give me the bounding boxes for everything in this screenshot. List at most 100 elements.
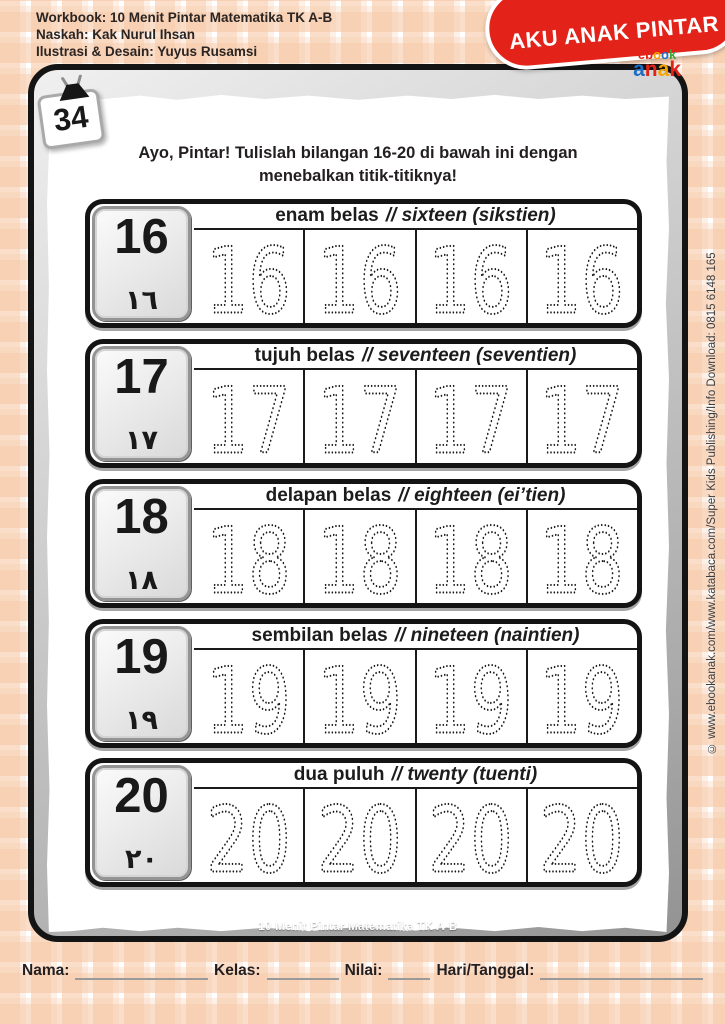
brand-badge: AKU ANAK PINTAR: [481, 0, 725, 73]
trace-number: 17: [428, 370, 512, 462]
trace-number: 17: [206, 370, 290, 462]
trace-number: 20: [206, 789, 290, 881]
workbook-credits: Workbook: 10 Menit Pintar Matematika TK …: [36, 9, 332, 60]
row-number-arabic: ٢٠: [125, 844, 158, 875]
trace-cell: 17: [194, 370, 306, 463]
trace-cell: 16: [528, 230, 637, 323]
trace-cell: 19: [194, 650, 306, 743]
trace-cell: 16: [305, 230, 417, 323]
number-tile: 20 ٢٠: [92, 765, 191, 880]
row-label-indonesian: delapan belas: [265, 485, 392, 506]
trace-cell: 18: [194, 510, 306, 603]
trace-number: 20: [540, 789, 624, 881]
number-tile: 19 ١٩: [92, 626, 191, 741]
trace-number: 19: [206, 650, 290, 742]
trace-number: 19: [428, 650, 512, 742]
panel-footer-title: 10 Menit Pintar Matematika TK A-B: [258, 921, 458, 933]
number-row: 16 ١٦ enam belas // sixteen (sikstien) 1…: [85, 199, 642, 328]
trace-cell: 19: [417, 650, 528, 743]
row-right: tujuh belas // seventeen (seventien) 17 1…: [194, 344, 637, 463]
side-copyright-text: © www.ebookanak.com/www.katabaca.com/Sup…: [706, 252, 718, 754]
score-write-line: [388, 964, 431, 980]
trace-number: 19: [317, 650, 401, 742]
student-form: Nama: Kelas: Nilai: Hari/Tanggal:: [22, 962, 703, 980]
number-row: 17 ١٧ tujuh belas // seventeen (seventie…: [85, 339, 642, 468]
trace-cell: 18: [305, 510, 417, 603]
number-tile: 18 ١٨: [92, 486, 191, 601]
trace-number: 19: [540, 650, 624, 742]
ebookanak-logo: ebook anak: [633, 48, 681, 80]
instruction-text: Ayo, Pintar! Tulislah bilangan 16-20 di …: [138, 144, 578, 185]
row-number: 16: [114, 210, 169, 264]
logo-line1: ebook: [637, 47, 677, 62]
row-label: tujuh belas // seventeen (seventien): [194, 344, 637, 370]
row-label: delapan belas // eighteen (ei’tien): [194, 484, 637, 510]
row-label: enam belas // sixteen (sikstien): [194, 204, 637, 230]
trace-number: 16: [540, 230, 624, 322]
row-label-english: // seventeen (seventien): [361, 345, 577, 366]
binder-clip-icon: [59, 74, 90, 101]
row-number-arabic: ١٩: [125, 705, 158, 736]
credit-author: Naskah: Kak Nurul Ihsan: [36, 27, 196, 42]
number-row: 18 ١٨ delapan belas // eighteen (ei’tien…: [85, 479, 642, 608]
worksheet-paper: Ayo, Pintar! Tulislah bilangan 16-20 di …: [47, 94, 669, 932]
date-label: Hari/Tanggal:: [436, 962, 535, 979]
trace-cell: 20: [417, 789, 528, 882]
row-right: sembilan belas // nineteen (naintien) 19…: [194, 624, 637, 743]
row-label-indonesian: sembilan belas: [251, 625, 388, 646]
row-number-arabic: ١٧: [125, 425, 158, 456]
number-tile: 16 ١٦: [92, 206, 191, 321]
row-right: dua puluh // twenty (tuenti) 20 20 20 20: [194, 763, 637, 882]
trace-cell: 20: [305, 789, 417, 882]
row-number-arabic: ١٦: [125, 285, 158, 316]
row-number-arabic: ١٨: [125, 565, 158, 596]
trace-number: 16: [206, 230, 290, 322]
trace-cells: 16 16 16 16: [194, 230, 637, 323]
row-label-english: // nineteen (naintien): [394, 625, 580, 646]
trace-cell: 16: [417, 230, 528, 323]
score-label: Nilai:: [344, 962, 383, 979]
row-label-english: // sixteen (sikstien): [385, 205, 556, 226]
row-label: dua puluh // twenty (tuenti): [194, 763, 637, 789]
class-write-line: [266, 964, 339, 980]
trace-cell: 20: [194, 789, 306, 882]
number-row: 19 ١٩ sembilan belas // nineteen (nainti…: [85, 619, 642, 748]
trace-cells: 18 18 18 18: [194, 510, 637, 603]
page-number: 34: [51, 98, 91, 139]
trace-number: 17: [317, 370, 401, 462]
trace-cells: 17 17 17 17: [194, 370, 637, 463]
row-label-english: // eighteen (ei’tien): [398, 485, 566, 506]
trace-cell: 17: [417, 370, 528, 463]
row-number: 18: [114, 490, 169, 544]
row-label-indonesian: dua puluh: [293, 764, 385, 785]
logo-line2: anak: [633, 58, 681, 81]
row-label-indonesian: tujuh belas: [254, 345, 355, 366]
name-write-line: [75, 964, 209, 980]
number-row: 20 ٢٠ dua puluh // twenty (tuenti) 20 20 2…: [85, 758, 642, 887]
row-label-english: // twenty (tuenti): [391, 764, 538, 785]
row-right: enam belas // sixteen (sikstien) 16 16 16 1…: [194, 204, 637, 323]
class-label: Kelas:: [214, 962, 261, 979]
trace-cells: 19 19 19 19: [194, 650, 637, 743]
trace-cell: 20: [528, 789, 637, 882]
row-number: 17: [114, 350, 169, 404]
trace-number: 16: [317, 230, 401, 322]
trace-number: 18: [428, 510, 512, 602]
trace-cell: 17: [305, 370, 417, 463]
trace-cells: 20 20 20 20: [194, 789, 637, 882]
trace-cell: 18: [417, 510, 528, 603]
row-number: 20: [114, 769, 169, 823]
row-label-indonesian: enam belas: [275, 205, 379, 226]
credit-workbook: Workbook: 10 Menit Pintar Matematika TK …: [36, 10, 333, 25]
trace-number: 18: [206, 510, 290, 602]
trace-cell: 17: [528, 370, 637, 463]
trace-cell: 19: [305, 650, 417, 743]
trace-number: 20: [428, 789, 512, 881]
row-number: 19: [114, 630, 169, 684]
number-tile: 17 ١٧: [92, 346, 191, 461]
trace-number: 18: [317, 510, 401, 602]
worksheet-panel: Ayo, Pintar! Tulislah bilangan 16-20 di …: [28, 64, 688, 942]
trace-cell: 16: [194, 230, 306, 323]
name-label: Nama:: [22, 962, 70, 979]
trace-number: 18: [540, 510, 624, 602]
